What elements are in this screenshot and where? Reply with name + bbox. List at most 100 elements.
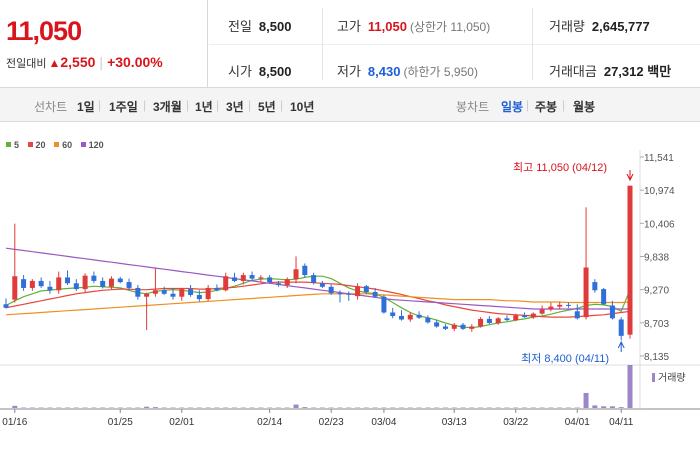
candle-body [601, 289, 607, 305]
volume-bar [12, 405, 18, 408]
candle-body [179, 289, 185, 297]
y-tick-label: 8,135 [644, 352, 669, 363]
chart-axes: 11,541 10,974 10,406 9,838 9,270 8,703 8,135 01… [2, 153, 675, 428]
ma-line-60 [5, 293, 631, 316]
candle-body [574, 311, 580, 319]
ma120-swatch [80, 142, 86, 147]
tab-10y[interactable]: 10년 [290, 100, 315, 114]
tab-weekly[interactable]: 주봉 [535, 100, 558, 114]
tab-1d[interactable]: 1일 [77, 100, 95, 114]
candle-body [302, 265, 308, 276]
y-tick-label: 11,541 [644, 153, 674, 164]
divider: | [526, 98, 530, 112]
candle-body [91, 275, 97, 281]
volume-bars [12, 365, 655, 408]
ma120-legend-label: 120 [88, 140, 104, 150]
tab-3m[interactable]: 3개월 [153, 100, 182, 114]
candle-body [355, 286, 361, 297]
divider: | [186, 98, 190, 112]
candle-body [170, 293, 176, 297]
candle-body [108, 278, 114, 287]
tab-1w[interactable]: 1주일 [109, 100, 138, 114]
chart-tabs: 선차트 1일 | 1주일 | 3개월 | 1년 | 3년 | 5년 | 10년 … [0, 88, 700, 122]
candle-body [398, 315, 404, 320]
volume-bar [293, 404, 299, 408]
low-label: 저가 [337, 64, 361, 79]
price-summary: 11,050 전일대비 ▲2,550 | +30.00% [0, 0, 208, 88]
ma-line-5 [5, 275, 631, 329]
volume-bar [152, 407, 158, 408]
tab-5y[interactable]: 5년 [258, 100, 276, 114]
candle-body [21, 279, 27, 288]
candle-body [82, 275, 88, 290]
candle-body [126, 282, 132, 288]
ma20-swatch [27, 142, 33, 147]
amount-value: 27,312 [603, 64, 644, 79]
high-label: 고가 [337, 19, 361, 34]
tab-3y[interactable]: 3년 [226, 100, 244, 114]
candle-body [161, 290, 167, 294]
open-value: 8,500 [258, 64, 292, 79]
candle-body [513, 315, 519, 321]
divider: | [98, 98, 102, 112]
x-tick-label: 02/01 [169, 417, 194, 428]
candle-body [311, 275, 317, 283]
x-tick-label: 02/14 [257, 417, 282, 428]
candle-body [530, 313, 536, 318]
price-change: 전일대비 ▲2,550 | +30.00% [6, 54, 163, 71]
ma20-legend: 20 [27, 140, 46, 150]
candle-body [275, 283, 281, 286]
candle-body [3, 304, 9, 308]
divider: | [216, 98, 220, 112]
candle-body [539, 309, 545, 314]
volume-legend-swatch [652, 373, 655, 382]
candle-body [284, 279, 290, 286]
x-tick-label: 04/11 [609, 417, 634, 428]
tab-1y[interactable]: 1년 [195, 100, 213, 114]
divider: | [562, 98, 566, 112]
candle-body [495, 318, 501, 323]
candle-body [390, 312, 396, 316]
candle-body [425, 317, 431, 323]
tab-monthly[interactable]: 월봉 [573, 100, 596, 114]
candle-body [565, 304, 571, 306]
x-tick-label: 03/04 [371, 417, 396, 428]
candle-body [144, 293, 150, 297]
volume-bar [601, 406, 607, 408]
chart-grid [0, 150, 700, 410]
low-value: 8,430 [367, 64, 401, 79]
change-label: 전일대비 [6, 58, 47, 70]
candle-body [258, 277, 264, 279]
tab-daily[interactable]: 일봉 [501, 100, 524, 114]
candle-body [214, 287, 220, 291]
divider [322, 8, 323, 80]
candle-body [627, 185, 633, 335]
candle-body [223, 276, 229, 291]
candle-body [38, 280, 44, 287]
high-annotation: 최고 11,050 (04/12) [513, 161, 607, 174]
candle-body [100, 280, 106, 287]
ma-line-20 [5, 281, 631, 318]
x-tick-label: 04/01 [565, 417, 590, 428]
current-price: 11,050 [6, 16, 82, 46]
ma-line-120 [5, 247, 630, 310]
low-arrow-icon [617, 340, 625, 352]
volume-bar [627, 365, 633, 408]
volume-bar [609, 406, 615, 408]
candle-body [548, 306, 554, 310]
y-tick-label: 8,703 [644, 319, 669, 330]
candle-body [363, 286, 369, 293]
candle-body [267, 277, 273, 283]
candle-body [381, 296, 387, 313]
volume-bar [302, 407, 308, 408]
candle-body [232, 277, 238, 281]
lower-limit: (하한가 5,950) [403, 65, 478, 79]
candle-body [557, 304, 563, 307]
candle-body [609, 305, 615, 319]
candle-body [486, 318, 492, 323]
x-tick-label: 02/23 [319, 417, 344, 428]
ma-legend: 5 20 60 120 [6, 140, 110, 150]
candle-body [504, 318, 510, 321]
volume-bar [618, 407, 624, 408]
